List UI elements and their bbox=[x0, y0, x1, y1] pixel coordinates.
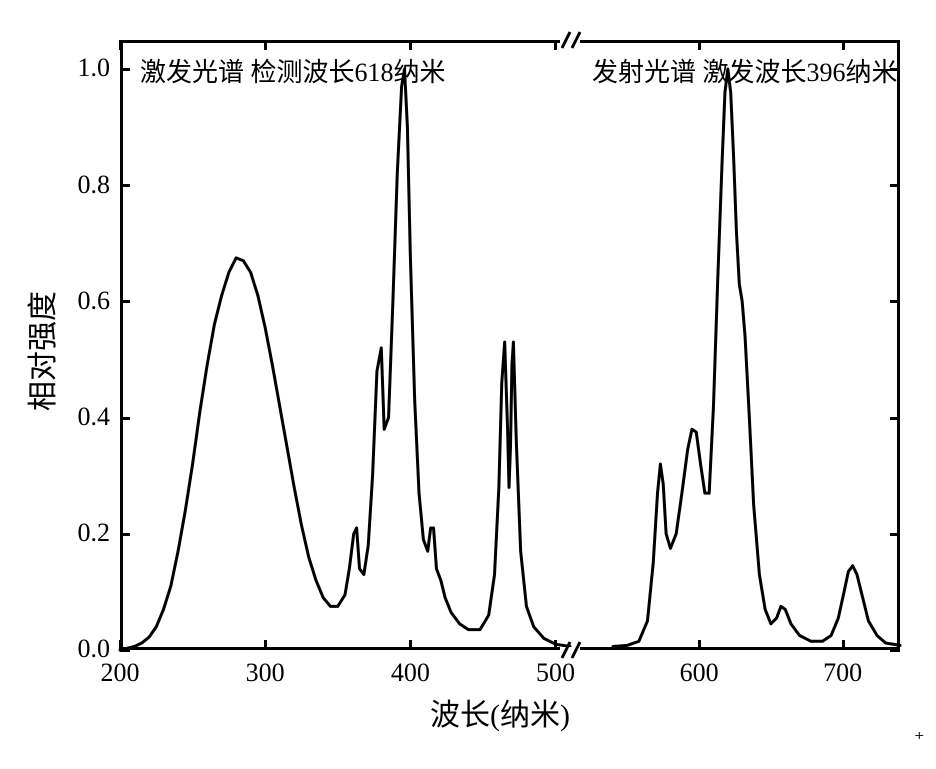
y-tick bbox=[120, 417, 130, 420]
x-tick bbox=[409, 40, 412, 50]
y-tick bbox=[120, 533, 130, 536]
x-axis-label: 波长(纳米) bbox=[430, 690, 570, 734]
y-tick-label: 1.0 bbox=[78, 53, 111, 83]
footnote-glyph: ₊ bbox=[914, 720, 925, 745]
y-tick-label: 0.4 bbox=[78, 402, 111, 432]
spectrum-lines bbox=[120, 40, 900, 650]
x-tick bbox=[554, 40, 557, 50]
x-tick-label: 400 bbox=[382, 658, 438, 688]
x-tick-label: 600 bbox=[671, 658, 727, 688]
y-tick bbox=[890, 533, 900, 536]
y-tick bbox=[890, 300, 900, 303]
plot-area bbox=[120, 40, 900, 650]
x-tick bbox=[842, 40, 845, 50]
x-tick-label: 700 bbox=[815, 658, 871, 688]
legend-emission-cond: 激发波长396纳米 bbox=[703, 58, 898, 87]
x-tick bbox=[409, 640, 412, 650]
x-tick bbox=[842, 640, 845, 650]
x-tick bbox=[119, 40, 122, 50]
x-tick bbox=[119, 640, 122, 650]
y-tick bbox=[890, 417, 900, 420]
y-axis-label: 相对强度 bbox=[18, 281, 62, 421]
y-tick bbox=[890, 68, 900, 71]
y-tick bbox=[120, 68, 130, 71]
x-tick bbox=[554, 640, 557, 650]
y-tick-label: 0.6 bbox=[78, 286, 111, 316]
x-tick bbox=[264, 640, 267, 650]
y-tick bbox=[120, 300, 130, 303]
legend-excitation: 激发光谱 检测波长618纳米 bbox=[140, 52, 446, 89]
chart-container: 相对强度 波长(纳米) 激发光谱 检测波长618纳米 发射光谱 激发波长396纳… bbox=[0, 0, 936, 769]
x-tick bbox=[698, 640, 701, 650]
legend-excitation-title: 激发光谱 bbox=[140, 58, 244, 87]
y-tick bbox=[890, 184, 900, 187]
excitation-curve bbox=[120, 69, 570, 650]
y-tick bbox=[890, 649, 900, 652]
legend-emission: 发射光谱 激发波长396纳米 bbox=[592, 52, 898, 89]
x-tick bbox=[264, 40, 267, 50]
y-tick bbox=[120, 184, 130, 187]
y-tick-label: 0.8 bbox=[78, 170, 111, 200]
legend-excitation-cond: 检测波长618纳米 bbox=[251, 58, 446, 87]
legend-emission-title: 发射光谱 bbox=[592, 58, 696, 87]
x-tick-label: 500 bbox=[527, 658, 583, 688]
x-tick bbox=[698, 40, 701, 50]
x-tick-label: 200 bbox=[92, 658, 148, 688]
x-tick-label: 300 bbox=[237, 658, 293, 688]
emission-curve bbox=[613, 69, 900, 646]
y-tick-label: 0.2 bbox=[78, 518, 111, 548]
